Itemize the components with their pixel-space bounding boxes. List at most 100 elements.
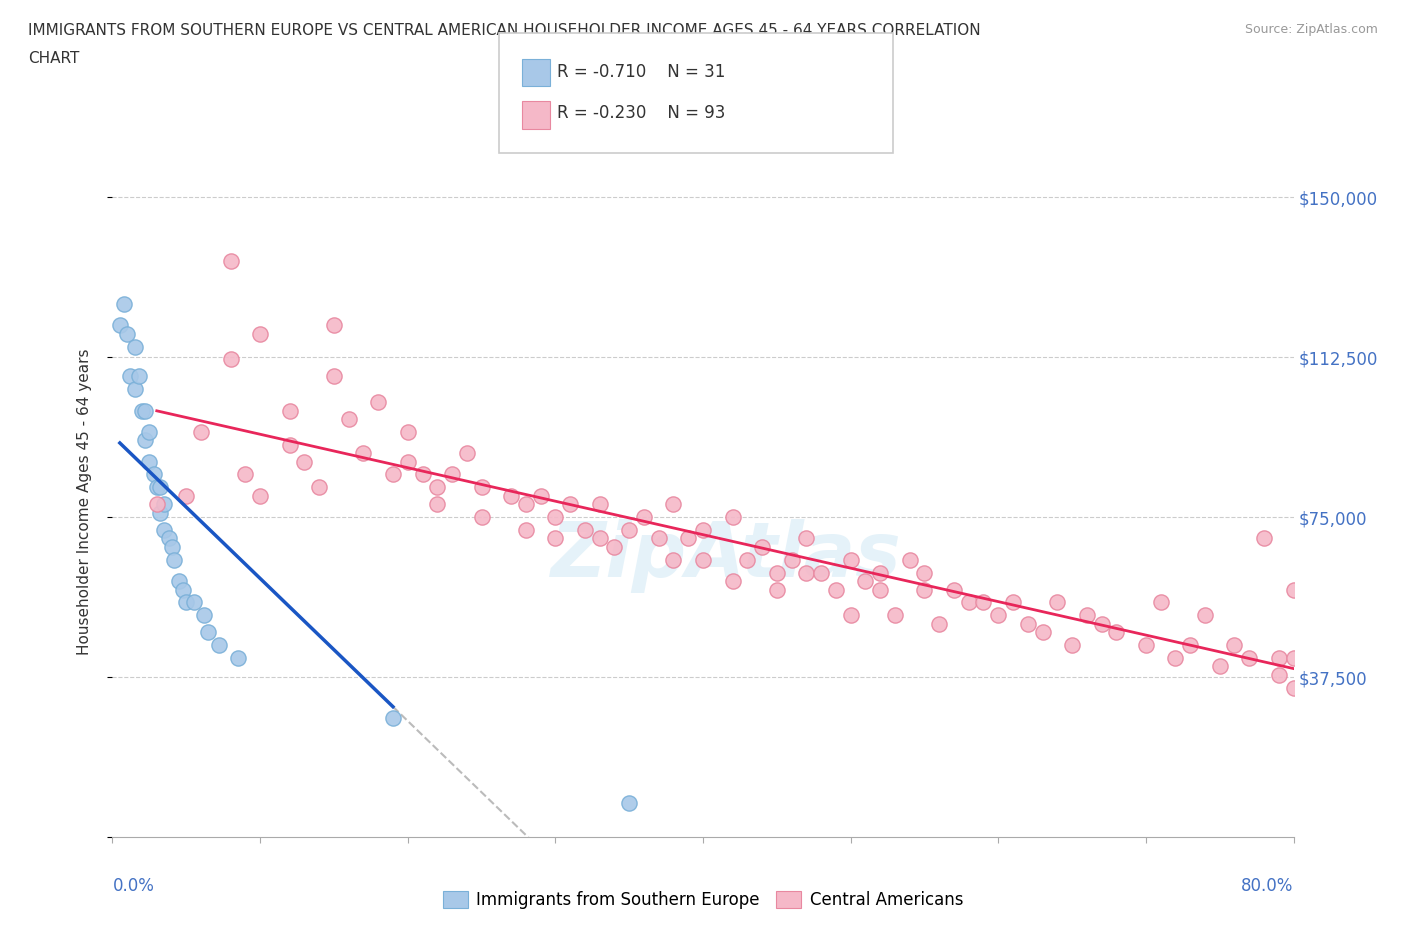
Point xyxy=(146,480,169,495)
Text: 0.0%: 0.0% xyxy=(112,877,155,896)
Point xyxy=(124,339,146,354)
Point xyxy=(588,497,610,512)
Point xyxy=(692,523,714,538)
Point xyxy=(780,552,803,567)
Point xyxy=(839,552,862,567)
Point xyxy=(382,467,405,482)
Point xyxy=(174,488,197,503)
Point xyxy=(352,445,374,460)
Point xyxy=(1032,625,1054,640)
Point xyxy=(131,403,153,418)
Point xyxy=(112,297,135,312)
Point xyxy=(233,467,256,482)
Point xyxy=(183,595,205,610)
Point xyxy=(588,531,610,546)
Point xyxy=(396,454,419,469)
Point xyxy=(426,497,449,512)
Point xyxy=(766,582,789,597)
Point xyxy=(619,523,641,538)
Text: R = -0.230    N = 93: R = -0.230 N = 93 xyxy=(557,104,725,123)
Point xyxy=(973,595,995,610)
Text: 80.0%: 80.0% xyxy=(1241,877,1294,896)
Point xyxy=(149,505,172,520)
Point xyxy=(824,582,846,597)
Point xyxy=(869,565,891,580)
Text: Source: ZipAtlas.com: Source: ZipAtlas.com xyxy=(1244,23,1378,36)
Point xyxy=(337,412,360,427)
Point xyxy=(737,552,759,567)
Point xyxy=(456,445,478,460)
Point xyxy=(1076,608,1098,623)
Point xyxy=(619,795,641,810)
Point xyxy=(692,552,714,567)
Point xyxy=(1268,650,1291,665)
Point xyxy=(396,424,419,439)
Point xyxy=(662,552,685,567)
Point xyxy=(751,539,773,554)
Point xyxy=(1239,650,1261,665)
Point xyxy=(153,497,176,512)
Point xyxy=(323,369,346,384)
Point xyxy=(957,595,980,610)
Point xyxy=(942,582,965,597)
Point xyxy=(134,403,156,418)
Point xyxy=(721,510,744,525)
Point xyxy=(529,488,551,503)
Y-axis label: Householder Income Ages 45 - 64 years: Householder Income Ages 45 - 64 years xyxy=(77,349,91,656)
Point xyxy=(323,318,346,333)
Point xyxy=(1164,650,1187,665)
Point xyxy=(128,369,150,384)
Point xyxy=(855,574,877,589)
Point xyxy=(160,539,183,554)
Point xyxy=(1105,625,1128,640)
Point xyxy=(766,565,789,580)
Point xyxy=(1282,582,1305,597)
Point xyxy=(411,467,433,482)
Point xyxy=(163,552,186,567)
Point xyxy=(382,711,405,725)
Point xyxy=(367,394,389,409)
Point xyxy=(796,531,818,546)
Point xyxy=(120,369,142,384)
Text: CHART: CHART xyxy=(28,51,80,66)
Text: ZipAtlas: ZipAtlas xyxy=(551,519,903,592)
Point xyxy=(1194,608,1216,623)
Point xyxy=(117,326,138,341)
Point xyxy=(1135,638,1157,653)
Point xyxy=(1150,595,1173,610)
Point xyxy=(1062,638,1084,653)
Point xyxy=(278,403,301,418)
Point xyxy=(172,582,194,597)
Point xyxy=(544,510,567,525)
Point xyxy=(721,574,744,589)
Point xyxy=(869,582,891,597)
Point xyxy=(1268,668,1291,683)
Point xyxy=(928,617,950,631)
Text: IMMIGRANTS FROM SOUTHERN EUROPE VS CENTRAL AMERICAN HOUSEHOLDER INCOME AGES 45 -: IMMIGRANTS FROM SOUTHERN EUROPE VS CENTR… xyxy=(28,23,981,38)
Point xyxy=(174,595,197,610)
Point xyxy=(501,488,523,503)
Legend: Immigrants from Southern Europe, Central Americans: Immigrants from Southern Europe, Central… xyxy=(436,884,970,916)
Point xyxy=(142,467,165,482)
Text: R = -0.710    N = 31: R = -0.710 N = 31 xyxy=(557,62,725,81)
Point xyxy=(914,565,936,580)
Point xyxy=(1017,617,1039,631)
Point xyxy=(884,608,907,623)
Point xyxy=(1178,638,1201,653)
Point xyxy=(647,531,671,546)
Point xyxy=(1282,650,1305,665)
Point xyxy=(167,574,190,589)
Point xyxy=(197,625,219,640)
Point xyxy=(292,454,315,469)
Point xyxy=(190,424,212,439)
Point xyxy=(219,254,242,269)
Point xyxy=(308,480,330,495)
Point xyxy=(149,480,172,495)
Point xyxy=(124,381,146,396)
Point xyxy=(678,531,700,546)
Point xyxy=(810,565,832,580)
Point xyxy=(515,523,537,538)
Point xyxy=(574,523,596,538)
Point xyxy=(839,608,862,623)
Point xyxy=(544,531,567,546)
